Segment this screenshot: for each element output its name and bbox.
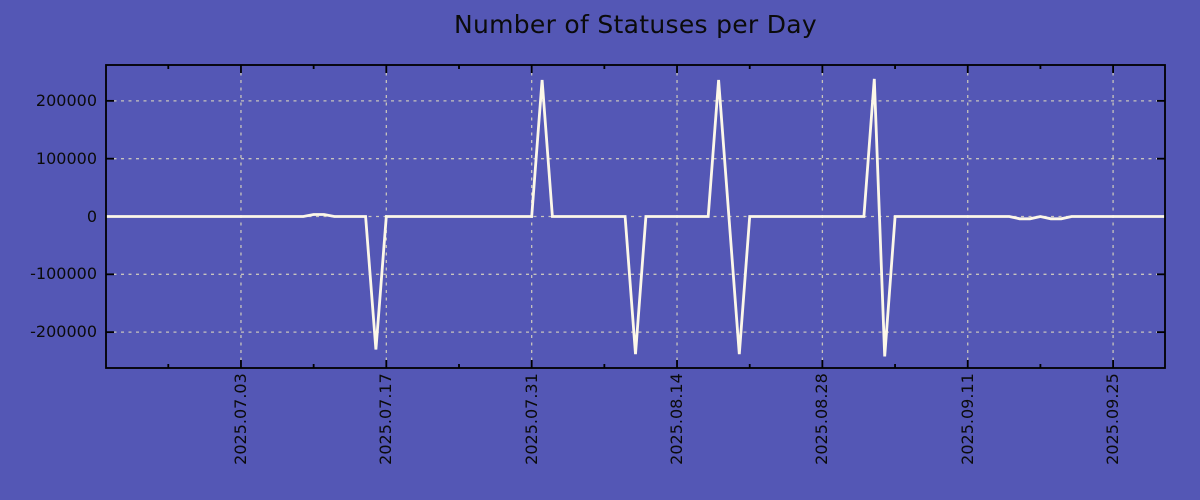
x-axis-tick-label: 2025.08.14 [667, 373, 687, 465]
x-axis-tick-label: 2025.07.17 [376, 373, 396, 465]
x-axis-tick-label: 2025.09.11 [957, 373, 977, 465]
x-axis-tick-label: 2025.07.03 [230, 373, 250, 465]
x-axis-tick-label: 2025.08.28 [812, 373, 832, 465]
y-axis-tick-label: 0 [86, 206, 97, 226]
data-line [106, 78, 1165, 357]
y-axis-tick-label: -100000 [30, 264, 97, 284]
x-axis-tick-label: 2025.09.25 [1103, 373, 1123, 465]
y-axis-tick-label: 200000 [35, 90, 97, 110]
y-axis-tick-label: 100000 [35, 148, 97, 168]
plot-border [105, 64, 1166, 369]
y-axis-tick-label: -200000 [30, 322, 97, 342]
x-axis-tick-label: 2025.07.31 [521, 373, 541, 465]
chart-title: Number of Statuses per Day [453, 10, 818, 39]
